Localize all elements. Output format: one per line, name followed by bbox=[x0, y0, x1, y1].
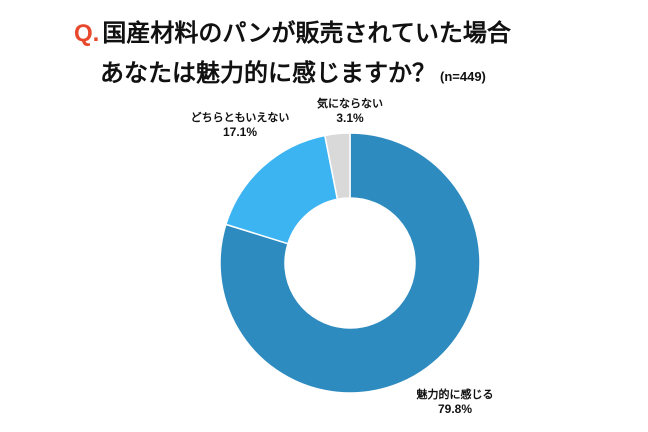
slice-label-3: 気にならない bbox=[317, 96, 383, 110]
slice-label-1: 魅力的に感じる bbox=[417, 387, 494, 401]
slice-label-2: どちらともいえない bbox=[191, 111, 290, 124]
donut-slice-1 bbox=[219, 132, 481, 394]
sample-size-label: (n=449) bbox=[440, 69, 486, 84]
donut-slice-2 bbox=[224, 134, 339, 245]
donut-slice-3 bbox=[323, 132, 351, 201]
slice-value-3: 3.1% bbox=[336, 111, 364, 125]
chart-title-text-2: あなたは魅力的に感じますか？ bbox=[100, 59, 436, 87]
slice-value-2: 17.1% bbox=[223, 125, 257, 139]
slice-value-1: 79.8% bbox=[438, 402, 472, 416]
chart-title-line-1: Q. 国産材料のパンが販売されていた場合 bbox=[74, 16, 511, 51]
chart-title-line-2: あなたは魅力的に感じますか？ (n=449) bbox=[100, 56, 486, 94]
question-marker: Q. bbox=[74, 20, 100, 47]
donut-slices bbox=[219, 132, 481, 394]
chart-title-text-1: 国産材料のパンが販売されていた場合 bbox=[102, 19, 511, 47]
